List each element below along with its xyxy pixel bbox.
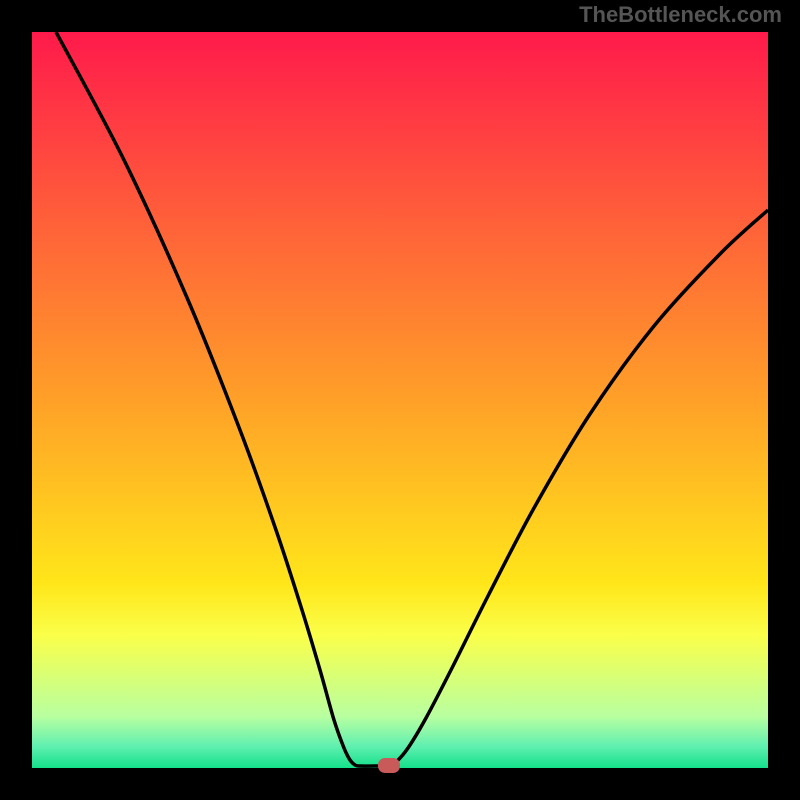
curve-path xyxy=(56,32,768,766)
watermark-text: TheBottleneck.com xyxy=(579,2,782,28)
chart-canvas: TheBottleneck.com xyxy=(0,0,800,800)
optimal-point-marker xyxy=(378,758,400,773)
bottleneck-curve xyxy=(0,0,800,800)
